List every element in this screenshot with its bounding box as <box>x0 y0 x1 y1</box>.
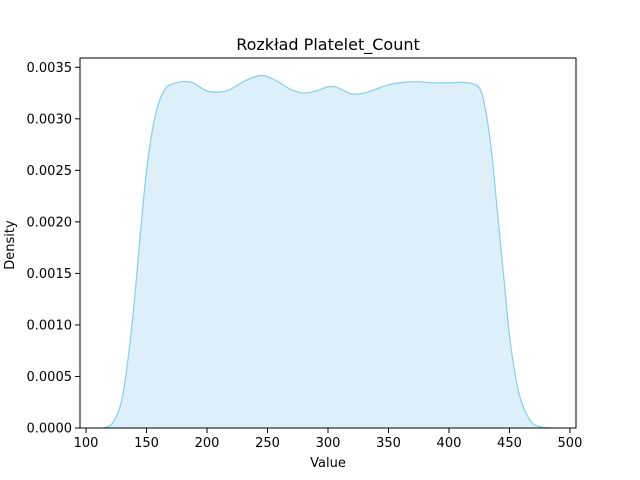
x-tick-label: 250 <box>255 436 280 451</box>
x-tick-label: 150 <box>134 436 159 451</box>
y-tick-label: 0.0020 <box>27 215 73 230</box>
x-axis-label: Value <box>310 456 346 471</box>
x-axis: 100 150 200 250 300 350 400 450 500 <box>74 428 583 451</box>
x-tick-label: 100 <box>74 436 99 451</box>
plot-area <box>102 74 551 429</box>
y-tick-label: 0.0035 <box>27 61 73 76</box>
y-tick-label: 0.0000 <box>27 422 73 437</box>
chart-title: Rozkład Platelet_Count <box>236 35 420 55</box>
density-line <box>102 74 551 429</box>
y-axis: 0.0000 0.0005 0.0010 0.0015 0.0020 0.0025 0.00… <box>27 61 80 437</box>
y-tick-label: 0.0010 <box>27 318 73 333</box>
density-fill-area <box>102 75 551 429</box>
x-tick-label: 500 <box>558 436 583 451</box>
y-tick-label: 0.0005 <box>27 370 73 385</box>
x-tick-label: 450 <box>497 436 522 451</box>
y-axis-label: Density <box>3 220 18 270</box>
x-tick-label: 350 <box>376 436 401 451</box>
y-tick-label: 0.0030 <box>27 112 73 127</box>
y-tick-label: 0.0025 <box>27 164 73 179</box>
x-tick-label: 300 <box>316 436 341 451</box>
x-tick-label: 200 <box>195 436 220 451</box>
y-tick-label: 0.0015 <box>27 267 73 282</box>
x-tick-label: 400 <box>437 436 462 451</box>
